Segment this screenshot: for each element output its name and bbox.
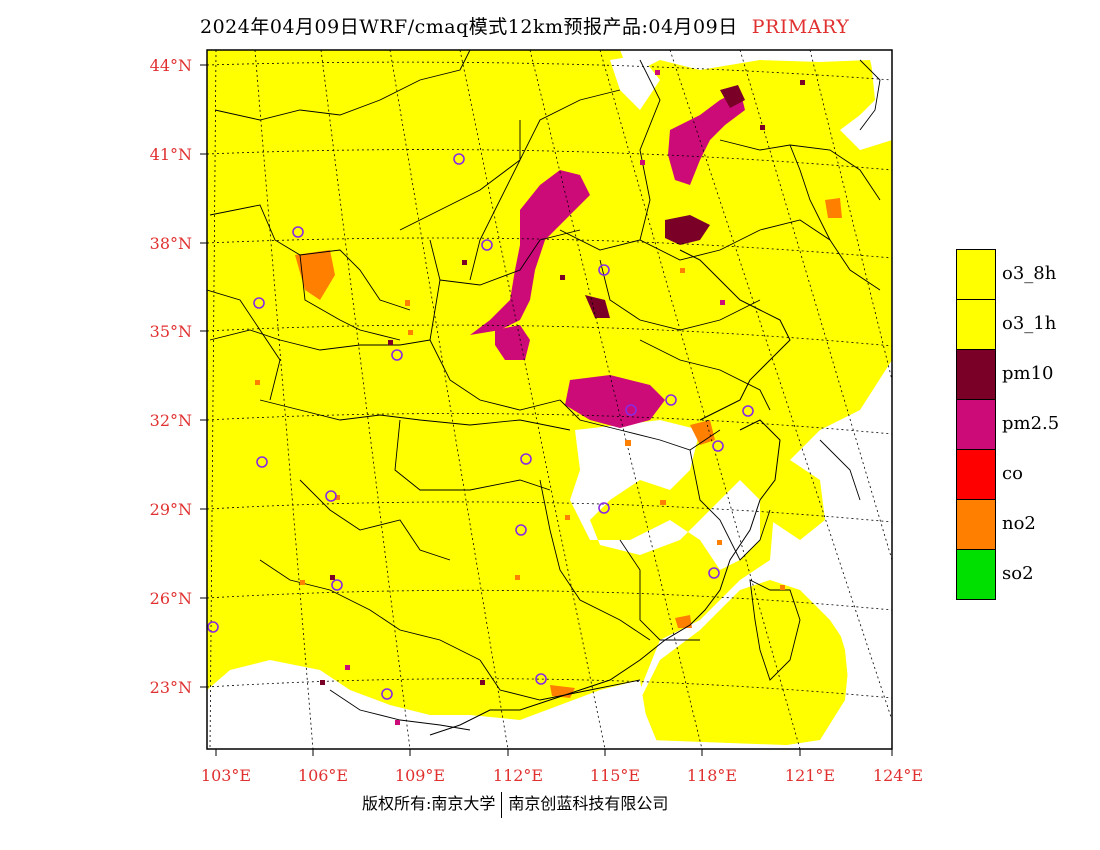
lat-label: 35°N: [150, 322, 192, 341]
legend-swatch: [956, 449, 996, 499]
lon-label: 109°E: [395, 766, 445, 785]
legend-swatch: [956, 249, 996, 299]
longitude-labels: 103°E 106°E 109°E 112°E 115°E 118°E 121°…: [201, 766, 923, 785]
legend-swatch: [956, 499, 996, 549]
pm10-region-shandong: [585, 295, 610, 318]
province-boundaries: [207, 50, 881, 731]
legend-item-o3-8h: o3_8h: [956, 249, 1086, 299]
legend-swatch: [956, 549, 996, 600]
lon-label: 124°E: [873, 766, 923, 785]
lon-label: 112°E: [493, 766, 543, 785]
pm25-region-north: [470, 170, 590, 335]
no2-region-coast: [825, 198, 842, 218]
legend-item-so2: so2: [956, 549, 1086, 600]
legend-label: co: [1002, 463, 1023, 484]
pm25-region-northeast: [668, 90, 745, 185]
copyright-company: 南京创蓝科技有限公司: [508, 794, 669, 813]
legend-label: o3_8h: [1002, 263, 1057, 284]
copyright-footer: 版权所有:南京大学 南京创蓝科技有限公司: [362, 790, 668, 818]
axis-ticks: [200, 64, 893, 756]
no2-region-south: [550, 685, 575, 698]
lat-label: 23°N: [150, 678, 192, 697]
legend-label: no2: [1002, 513, 1036, 534]
pm10-region-northeast: [720, 85, 745, 108]
title-tag: PRIMARY: [751, 16, 850, 38]
north-white-patch: [610, 55, 660, 110]
legend-label: o3_1h: [1002, 313, 1057, 334]
lat-label: 32°N: [150, 411, 192, 430]
copyright-owner: 版权所有:南京大学: [362, 794, 496, 813]
no-dominant-region: [570, 420, 760, 570]
south-sea-area: [207, 660, 892, 749]
lat-label: 26°N: [150, 589, 192, 608]
lon-label: 118°E: [687, 766, 737, 785]
no2-region-west: [295, 250, 335, 300]
lon-label: 121°E: [785, 766, 835, 785]
legend-label: pm10: [1002, 363, 1054, 384]
coastline-north: [679, 249, 791, 421]
legend-label: pm2.5: [1002, 413, 1060, 434]
o3-region: [207, 50, 892, 749]
map-title: 2024年04月09日WRF/cmaq模式12km预报产品:04月09日 PRIM…: [200, 12, 849, 39]
scatter-cells: [255, 70, 805, 725]
legend: o3_8h o3_1h pm10 pm2.5 co no2 so2: [956, 249, 1086, 600]
title-main: 2024年04月09日WRF/cmaq模式12km预报产品:04月09日: [200, 16, 738, 38]
legend-swatch: [956, 399, 996, 449]
sea-area-east: [820, 380, 892, 749]
legend-swatch: [956, 299, 996, 349]
legend-item-co: co: [956, 449, 1086, 499]
graticule: [207, 50, 892, 749]
latitude-labels: 44°N 41°N 38°N 35°N 32°N 29°N 26°N 23°N: [150, 56, 192, 697]
coastline: [429, 419, 781, 736]
pm10-region-north: [665, 215, 710, 245]
lon-label: 115°E: [590, 766, 640, 785]
lon-label: 103°E: [201, 766, 251, 785]
city-stations: [207, 153, 754, 700]
no2-region-east: [690, 420, 715, 445]
legend-item-pm25: pm2.5: [956, 399, 1086, 449]
northeast-area: [845, 50, 892, 150]
no2-region-southeast: [675, 615, 692, 628]
footer-divider: [501, 791, 503, 818]
o3-coast-region: [640, 580, 850, 749]
legend-swatch: [956, 349, 996, 399]
legend-item-o3-1h: o3_1h: [956, 299, 1086, 349]
lon-label: 106°E: [298, 766, 348, 785]
lat-label: 38°N: [150, 234, 192, 253]
pm25-region-east: [565, 375, 665, 428]
lat-label: 29°N: [150, 500, 192, 519]
legend-label: so2: [1002, 563, 1034, 584]
lat-label: 44°N: [150, 56, 192, 75]
legend-item-pm10: pm10: [956, 349, 1086, 399]
legend-item-no2: no2: [956, 499, 1086, 549]
lat-label: 41°N: [150, 145, 192, 164]
map-frame: [206, 49, 893, 750]
pm25-region-central: [495, 325, 530, 360]
